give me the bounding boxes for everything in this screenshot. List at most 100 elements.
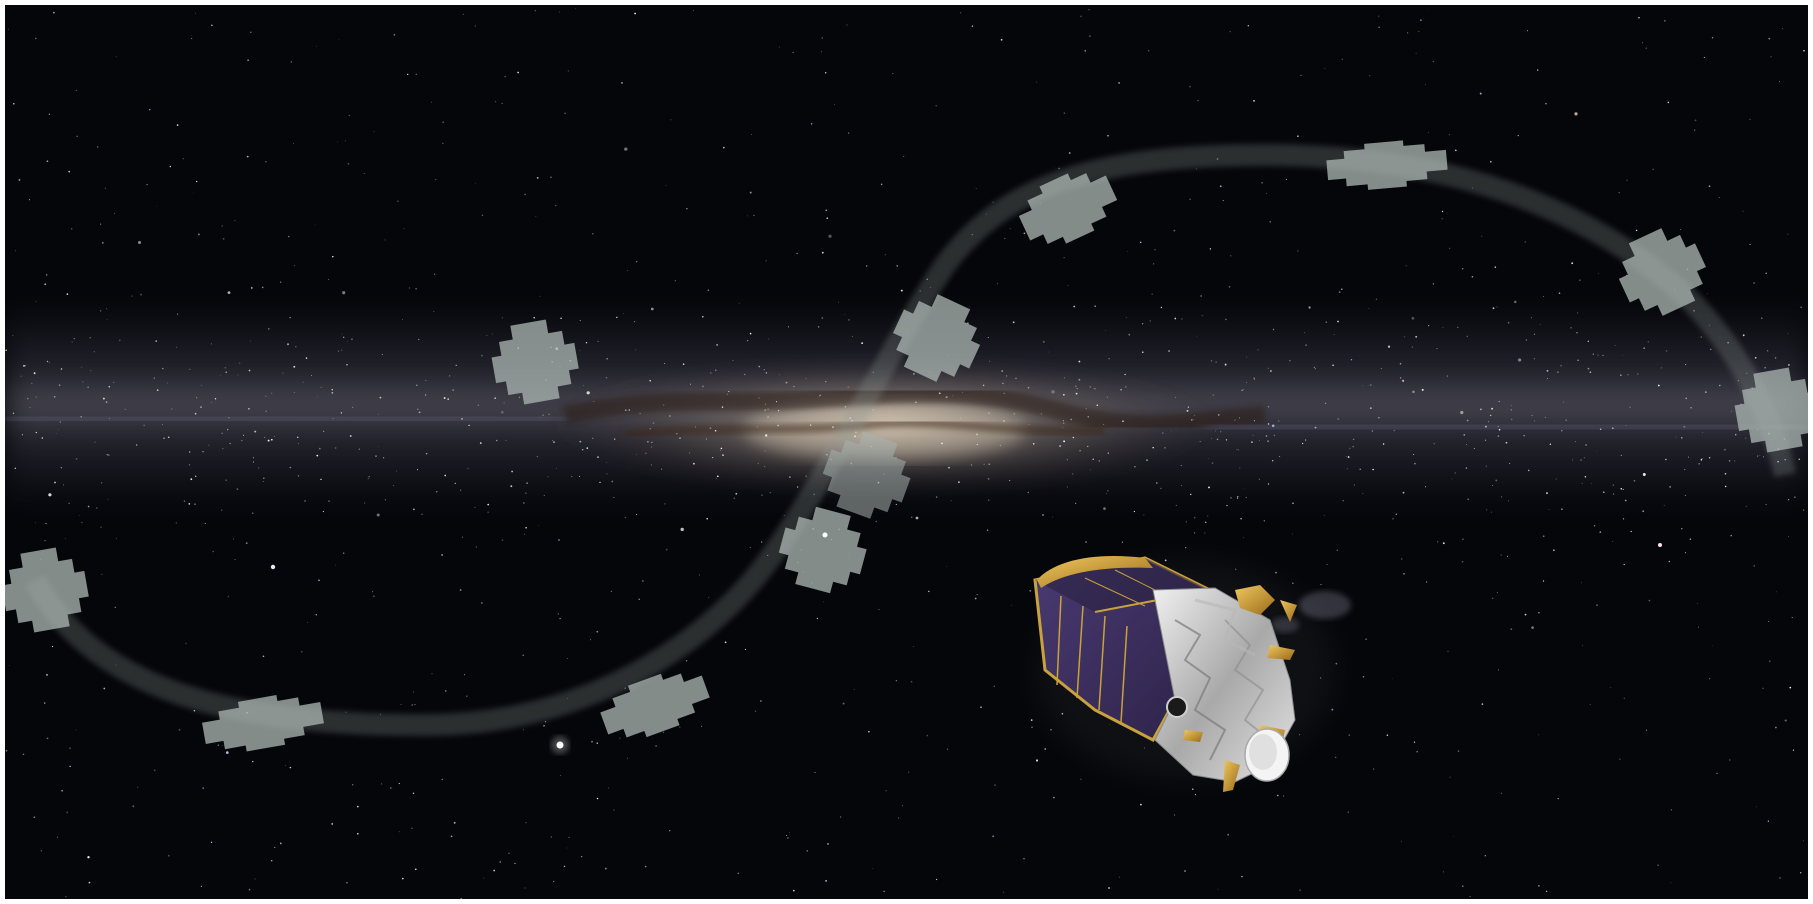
star: [137, 786, 139, 788]
star: [222, 745, 223, 747]
star: [1436, 541, 1439, 543]
star: [823, 601, 824, 603]
star: [1073, 305, 1076, 308]
star: [344, 140, 347, 142]
star: [575, 7, 577, 9]
star: [1106, 493, 1108, 494]
star: [1335, 756, 1337, 759]
star: [1267, 367, 1269, 369]
star: [1613, 493, 1615, 495]
star: [1063, 112, 1065, 114]
star: [1690, 407, 1692, 409]
star: [163, 437, 165, 440]
star: [487, 511, 489, 513]
star: [1108, 358, 1110, 360]
star: [101, 573, 103, 575]
star: [314, 224, 316, 226]
star: [425, 379, 427, 381]
star: [616, 316, 618, 319]
star: [777, 424, 780, 427]
star: [286, 343, 290, 346]
star: [517, 71, 519, 74]
star: [1781, 28, 1783, 29]
star: [233, 538, 234, 540]
star: [1802, 840, 1804, 842]
star: [252, 461, 255, 463]
star: [305, 357, 308, 359]
star: [749, 191, 752, 194]
star: [1788, 536, 1789, 538]
star: [871, 868, 873, 869]
star: [1547, 377, 1548, 379]
star: [81, 521, 83, 524]
star: [680, 527, 684, 532]
star: [1685, 364, 1687, 366]
star: [1525, 339, 1527, 341]
star: [1627, 374, 1629, 376]
star: [1584, 475, 1587, 478]
star: [552, 880, 555, 883]
star: [102, 397, 105, 400]
star: [76, 135, 78, 137]
star: [5, 349, 7, 351]
star: [1067, 285, 1069, 287]
star: [1576, 332, 1578, 334]
star: [87, 386, 89, 388]
star: [68, 502, 70, 505]
star: [1524, 613, 1527, 616]
star: [526, 482, 528, 484]
star: [1465, 467, 1468, 469]
star: [778, 374, 780, 376]
star: [1488, 421, 1489, 423]
star: [851, 335, 853, 337]
star: [477, 404, 480, 407]
star: [559, 775, 561, 776]
star: [1718, 197, 1720, 198]
star: [819, 394, 821, 396]
star: [224, 366, 227, 369]
star: [1491, 597, 1494, 600]
star: [686, 208, 688, 210]
star: [693, 462, 695, 465]
star: [331, 389, 333, 391]
star: [227, 428, 229, 431]
star: [669, 830, 671, 832]
star: [1509, 462, 1511, 465]
star: [514, 862, 516, 865]
star: [1498, 429, 1501, 431]
star: [248, 888, 251, 891]
star: [649, 428, 651, 430]
star: [651, 441, 653, 444]
star: [1146, 459, 1148, 461]
star: [709, 427, 712, 430]
star: [754, 710, 757, 713]
star: [100, 526, 102, 529]
star: [669, 415, 671, 417]
star: [1247, 25, 1249, 27]
star: [1349, 447, 1351, 450]
star: [593, 400, 595, 403]
star: [1526, 30, 1529, 32]
star: [328, 500, 330, 502]
star: [1665, 350, 1668, 352]
star: [88, 881, 91, 884]
star: [1454, 149, 1457, 152]
star: [1196, 335, 1198, 337]
star: [459, 589, 462, 591]
star: [1004, 237, 1006, 240]
star: [785, 381, 788, 384]
star: [1412, 390, 1415, 394]
star: [33, 816, 36, 818]
star: [720, 447, 723, 450]
star: [1353, 484, 1355, 486]
star: [839, 816, 842, 818]
gold-foil-top: [1037, 556, 1153, 588]
star: [1320, 584, 1322, 586]
star: [853, 688, 855, 690]
star: [1066, 486, 1068, 488]
star: [1164, 559, 1167, 562]
star: [1382, 443, 1385, 445]
star: [1421, 388, 1424, 391]
star: [915, 516, 919, 520]
star: [1346, 468, 1349, 470]
